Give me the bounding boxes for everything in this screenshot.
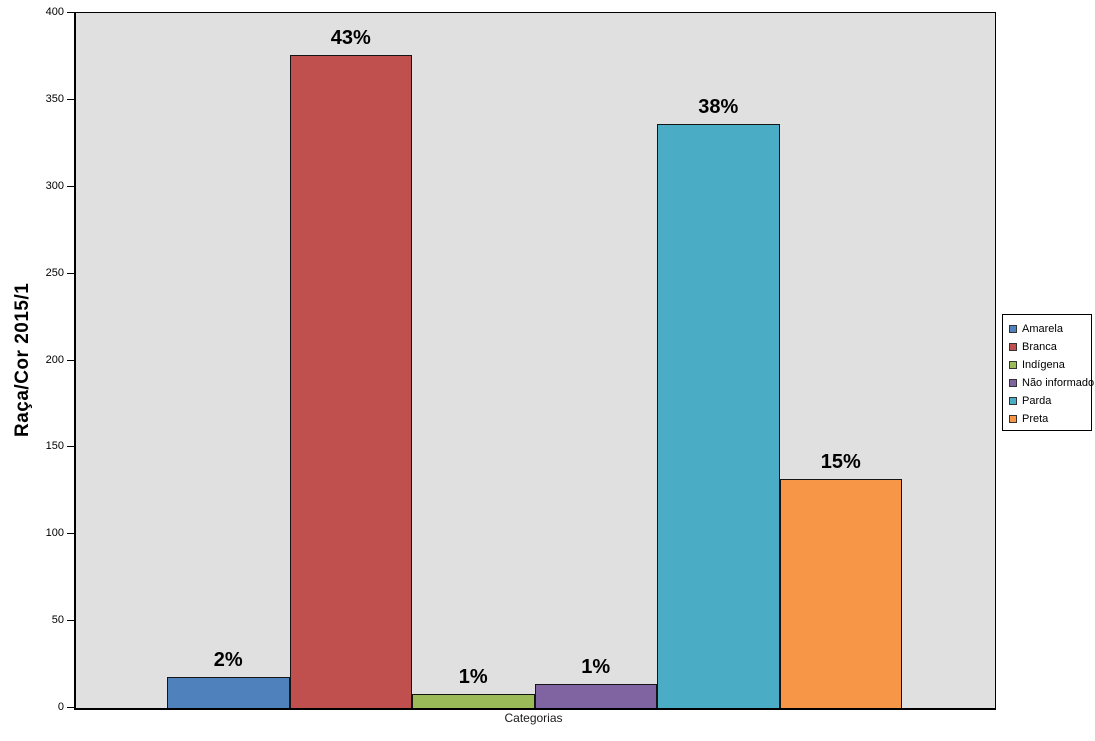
y-tick-label: 400 [45,6,64,18]
legend-item-não-informado: Não informado [1009,376,1095,389]
bar-value-label: 15% [820,450,861,473]
y-tick-label: 300 [45,179,64,192]
y-tick-mark [67,185,74,187]
bar-value-label: 2% [213,648,243,671]
legend-swatch-icon [1009,378,1017,387]
legend-item-amarela: Amarela [1009,322,1091,335]
y-tick-mark [67,446,74,448]
legend: Amarela Branca Indígena Não informado Parda P… [1002,314,1095,431]
legend-item-parda: Parda [1009,394,1091,407]
y-tick-label: 50 [51,614,64,627]
y-tick-mark [67,12,74,13]
legend-label: Branca [1022,340,1057,353]
x-axis-title: Categorias [504,711,563,725]
bar-não-informado [534,683,657,708]
legend-label: Parda [1022,394,1052,407]
legend-label: Preta [1022,412,1049,425]
bar-indígena [412,694,535,708]
legend-swatch-icon [1009,396,1017,405]
y-tick-mark [67,359,74,361]
legend-label: Amarela [1022,322,1063,335]
y-tick-mark [67,533,74,535]
bar-parda [657,124,780,708]
plot-area: 2% 43% 1% 1% 38% 15% [74,12,996,710]
y-tick-mark [67,98,74,100]
bar-value-label: 1% [458,666,488,689]
legend-item-preta: Preta [1009,412,1091,425]
bar-value-label: 1% [581,655,611,678]
y-tick-mark [67,620,74,622]
legend-label: Não informado [1022,376,1095,389]
bar-amarela [167,676,290,708]
y-tick-label: 350 [45,92,64,105]
legend-swatch-icon [1009,360,1017,369]
legend-swatch-icon [1009,342,1017,351]
y-tick-label: 150 [45,440,64,453]
legend-item-indígena: Indígena [1009,358,1091,371]
bar-preta [779,478,902,708]
legend-item-branca: Branca [1009,340,1091,353]
y-tick-label: 100 [45,527,64,540]
y-tick-label: 0 [57,701,64,713]
bar-branca [289,54,412,708]
y-tick-mark [67,707,74,708]
legend-label: Indígena [1022,358,1065,371]
bar-value-label: 38% [698,96,739,119]
bar-value-label: 43% [330,26,371,49]
y-tick-mark [67,272,74,274]
y-tick-label: 250 [45,266,64,279]
y-tick-label: 200 [45,353,64,366]
legend-swatch-icon [1009,414,1017,423]
legend-swatch-icon [1009,324,1017,333]
